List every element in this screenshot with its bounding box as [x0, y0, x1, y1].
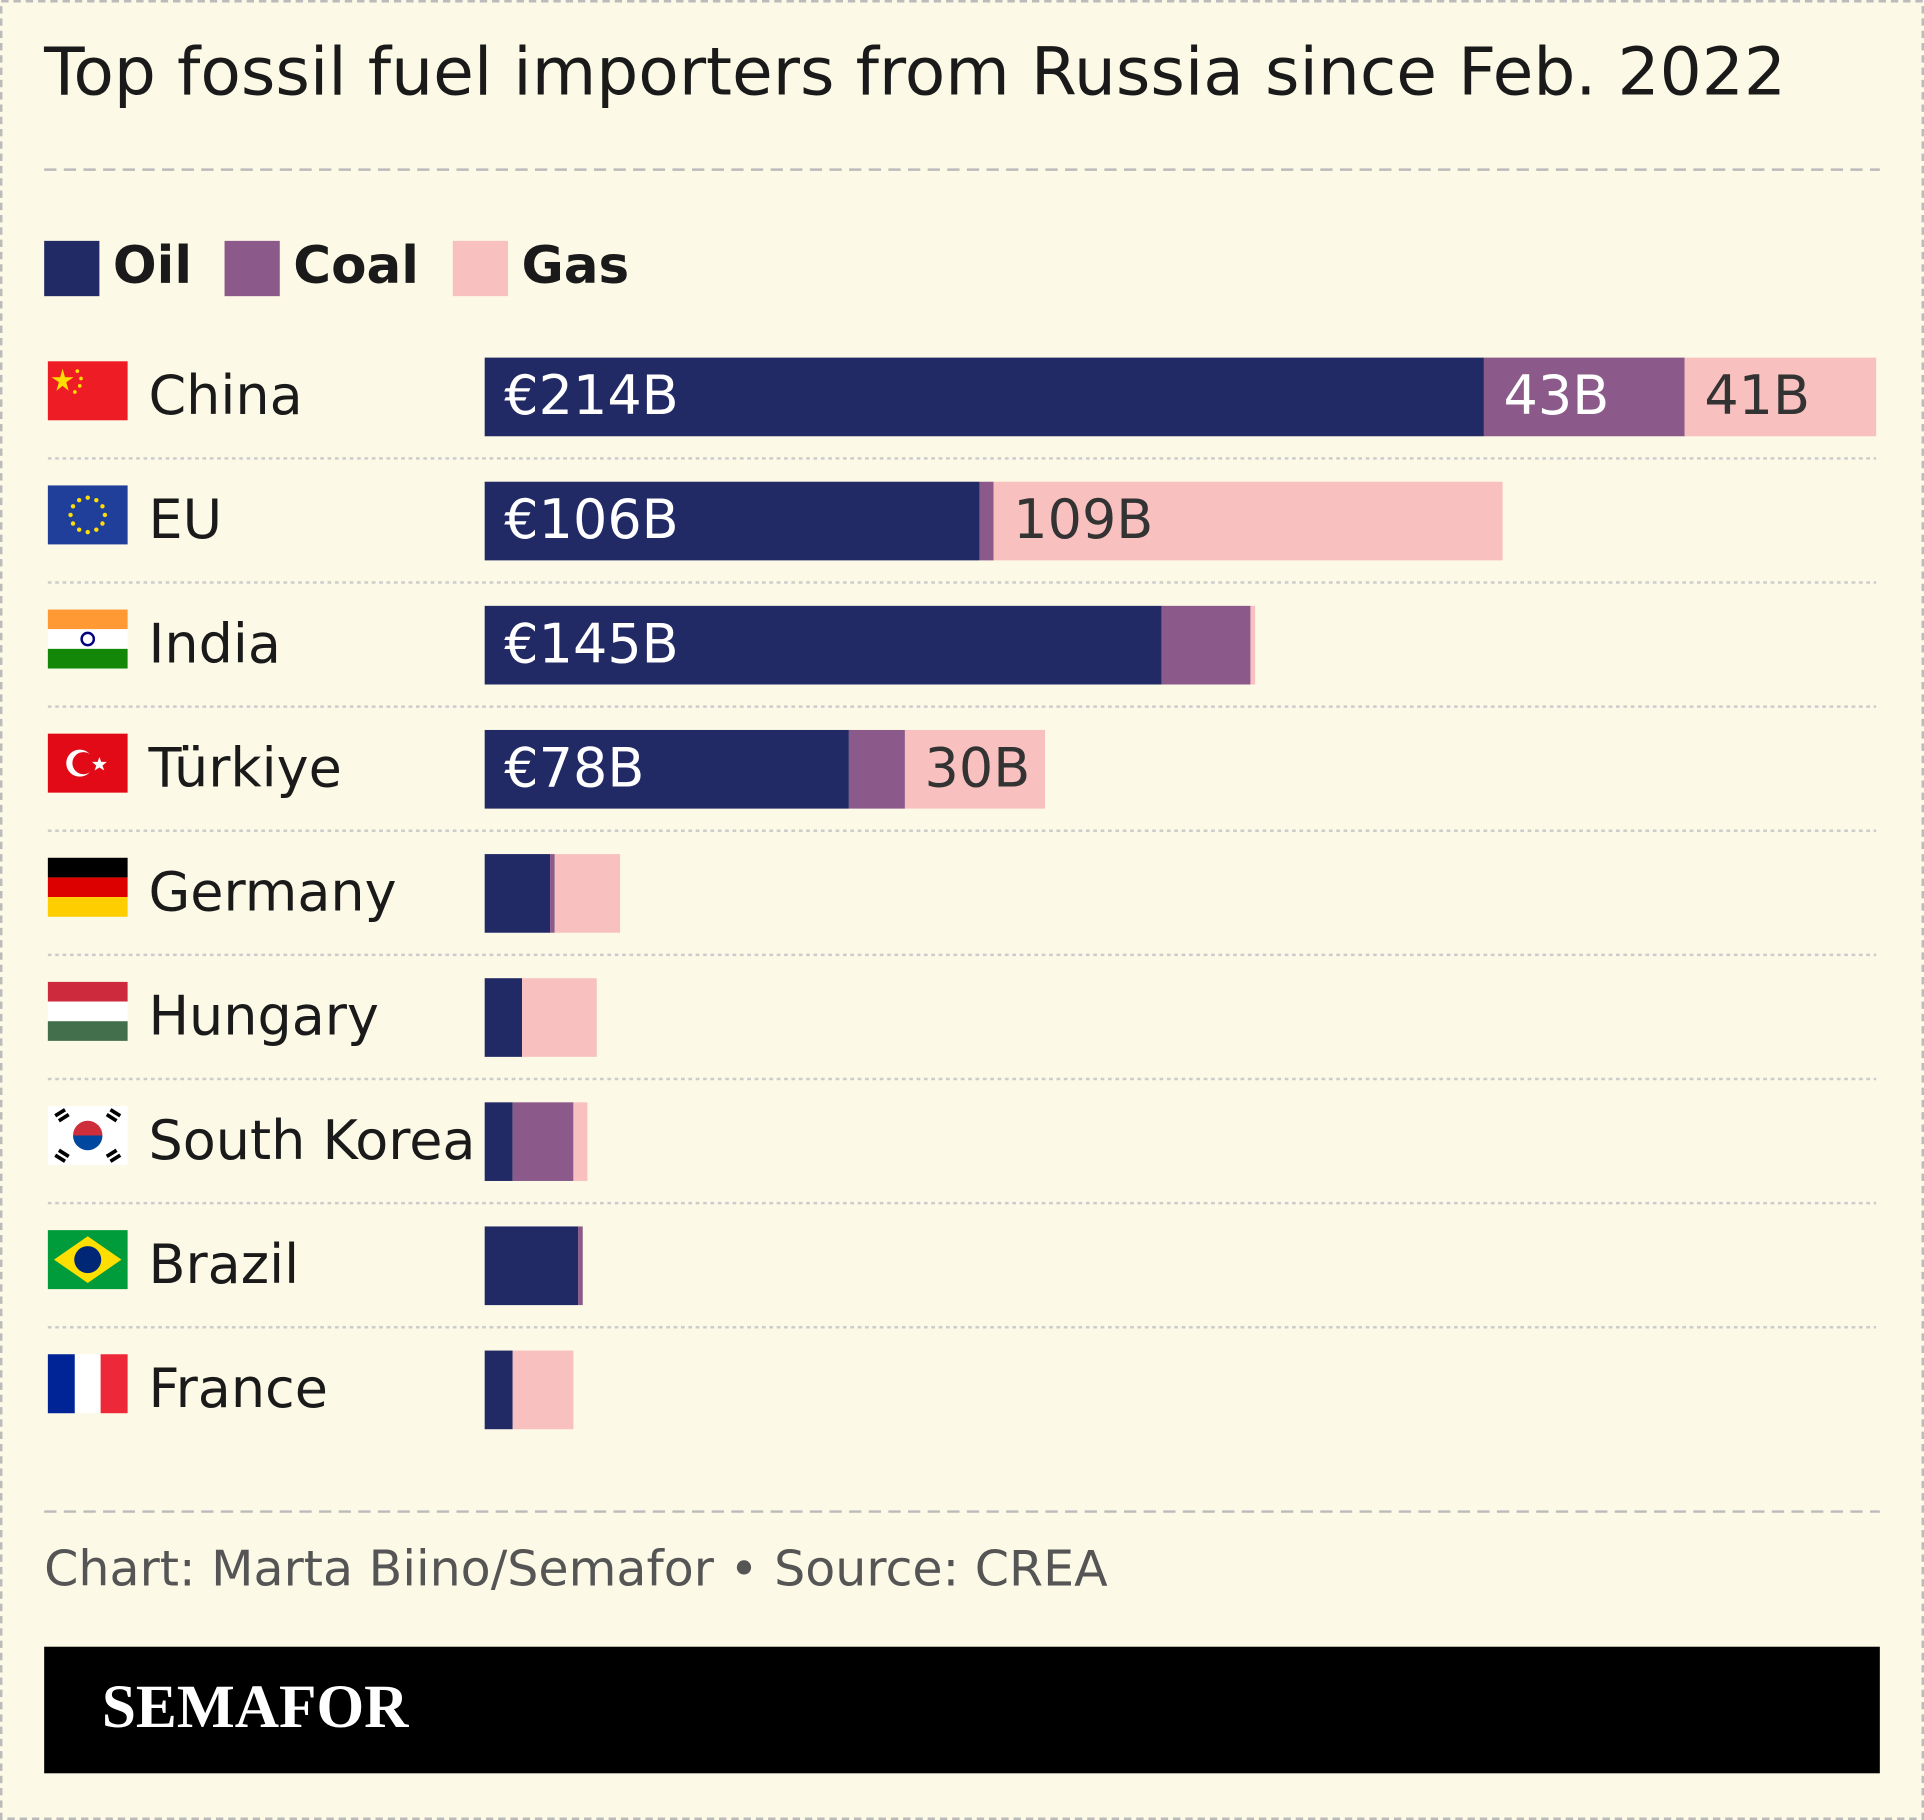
category-label: Germany [148, 860, 396, 923]
flag-india [47, 609, 128, 669]
flag-germany [47, 857, 128, 917]
category-label: India [148, 612, 280, 675]
bar-segment [512, 1350, 574, 1430]
bar-segment [1684, 357, 1877, 437]
bar-segment [573, 1102, 588, 1181]
flag-china [47, 361, 128, 421]
legend-label: Gas [521, 236, 629, 296]
bar-segment [484, 1350, 513, 1430]
bar-segment [979, 481, 994, 561]
flag-hungary [47, 981, 128, 1041]
brand-bar [44, 1646, 1880, 1774]
category-label: Türkiye [147, 736, 341, 799]
chart-title: Top fossil fuel importers from Russia si… [43, 32, 1786, 110]
bar-segment [1250, 605, 1256, 685]
flags [47, 361, 128, 1414]
bar-segment [484, 729, 849, 809]
bar-segment [904, 729, 1046, 809]
bar-segment [484, 1102, 513, 1181]
bar-segment [1483, 357, 1685, 437]
category-label: South Korea [148, 1109, 475, 1172]
bar-segment [993, 481, 1503, 561]
legend-swatch [452, 240, 508, 297]
bar-segment [484, 1226, 579, 1306]
bar-segment [484, 605, 1162, 685]
value-label: 43B [1504, 364, 1610, 427]
bar-segment [550, 854, 555, 933]
value-label: 41B [1704, 364, 1810, 427]
value-label: €145B [504, 612, 678, 675]
flag-brazil [47, 1230, 128, 1290]
bar-segment [484, 854, 551, 933]
category-label: EU [148, 488, 222, 551]
flag-turkiye [47, 733, 128, 793]
bar-segment [1161, 605, 1251, 685]
bar-segment [484, 978, 523, 1057]
bar-segment [554, 854, 621, 933]
category-label: China [148, 364, 302, 427]
value-label: 30B [925, 736, 1031, 799]
category-label: Brazil [148, 1233, 299, 1296]
footer: Chart: Marta Biino/Semafor • Source: CRE… [44, 1539, 1108, 1597]
bar-segment [848, 729, 905, 809]
bar-segment [578, 1226, 583, 1306]
brand-logo: SEMAFOR [102, 1673, 409, 1741]
legend-label: Oil [113, 236, 192, 296]
category-label: France [148, 1357, 327, 1420]
value-label: €78B [504, 736, 644, 799]
legend-label: Coal [293, 236, 419, 296]
value-label: 109B [1013, 488, 1153, 551]
bar-segment [522, 978, 597, 1057]
flag-france [47, 1354, 128, 1414]
legend-swatch [224, 240, 280, 297]
flag-south-korea [47, 1106, 128, 1165]
bar-segment [512, 1102, 574, 1181]
value-label: €214B [504, 364, 678, 427]
bar-segment [484, 357, 1484, 437]
legend-swatch [44, 240, 100, 297]
bar-segment [484, 481, 980, 561]
category-label: Hungary [148, 985, 378, 1048]
flag-eu [47, 485, 128, 545]
value-label: €106B [504, 488, 678, 551]
